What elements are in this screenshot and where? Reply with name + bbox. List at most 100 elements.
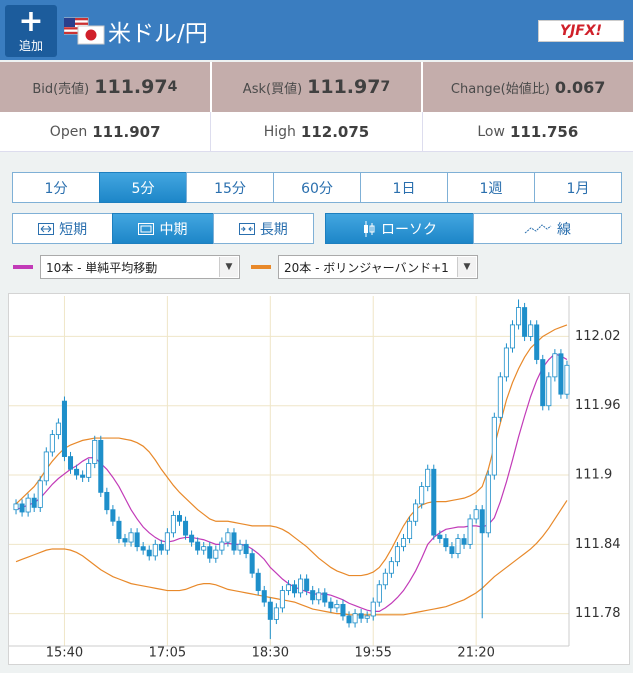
candle-body <box>25 497 31 513</box>
low-cell: Low 111.756 <box>423 112 633 151</box>
sma-select[interactable]: 10本 - 単純平均移動 ▼ <box>40 255 240 279</box>
candle-body <box>128 532 134 543</box>
candle-body <box>394 546 400 563</box>
bid-cell: Bid(売値) 111.97 4 <box>0 62 212 112</box>
candle-body <box>292 584 298 594</box>
style-buttons: ローソク 線 <box>325 213 622 244</box>
candle-body <box>340 604 346 617</box>
x-tick-label: 17:05 <box>149 646 186 661</box>
candle-body <box>122 538 128 543</box>
y-tick-label: 111.96 <box>575 398 621 413</box>
period-label: 短期 <box>59 221 88 238</box>
candle-body <box>503 347 509 378</box>
add-label: 追加 <box>18 39 43 53</box>
candle-body <box>37 480 43 508</box>
change-cell: Change(始値比) 0.067 <box>423 62 633 112</box>
candle-body <box>225 532 231 543</box>
candle-body <box>285 584 291 591</box>
candle-body <box>152 543 158 557</box>
candle-body <box>55 422 61 436</box>
quote-row: Bid(売値) 111.97 4 Ask(買値) 111.97 7 Change(始値比… <box>0 62 633 112</box>
period-button[interactable]: 短期 <box>12 213 114 244</box>
timeframe-button[interactable]: 1日 <box>360 172 448 203</box>
candle-body <box>449 546 455 554</box>
candle-body <box>485 474 491 534</box>
timeframe-button[interactable]: 15分 <box>186 172 274 203</box>
candle-body <box>328 601 334 609</box>
select-arrow: ▼ <box>219 257 238 277</box>
candle-body <box>558 353 564 395</box>
candle-body <box>98 439 104 493</box>
candle-body <box>473 509 479 520</box>
candle-body <box>322 592 328 603</box>
x-tick-label: 21:20 <box>457 646 494 661</box>
add-button[interactable]: + 追加 <box>5 5 57 57</box>
candle-body <box>358 613 364 619</box>
candle-body <box>13 503 19 511</box>
candle-body <box>407 520 413 539</box>
timeframe-button[interactable]: 60分 <box>273 172 361 203</box>
candle-body <box>261 590 267 603</box>
candle-body <box>370 601 376 617</box>
timeframe-button[interactable]: 1週 <box>447 172 535 203</box>
candle-body <box>80 474 86 478</box>
change-label: Change(始値比) <box>450 81 550 97</box>
bollinger-select[interactable]: 20本 - ボリンジャーバンド+1 ▼ <box>278 255 478 279</box>
low-label: Low <box>477 123 505 140</box>
candle-body <box>86 463 92 478</box>
candle-body <box>364 615 370 619</box>
style-button[interactable]: ローソク <box>325 213 474 244</box>
candle-body <box>255 572 261 591</box>
candle-body <box>61 400 67 457</box>
candle-body <box>540 359 546 407</box>
summary-row: Open 111.907 High 112.075 Low 111.756 <box>0 112 633 152</box>
candle-body <box>92 439 98 464</box>
candle-body <box>298 578 304 594</box>
period-label: 中期 <box>159 221 188 238</box>
candle-body <box>437 534 443 539</box>
candle-body <box>461 538 467 545</box>
x-tick-label: 18:30 <box>252 646 289 661</box>
high-label: High <box>263 123 296 140</box>
period-label: 長期 <box>259 221 288 238</box>
low-value: 111.756 <box>509 122 579 141</box>
high-cell: High 112.075 <box>211 112 423 151</box>
candle-body <box>170 515 176 534</box>
candle-body <box>67 456 74 470</box>
style-button[interactable]: 線 <box>473 213 622 244</box>
candle-body <box>273 607 279 620</box>
period-buttons: 短期 中期 長期 <box>12 213 314 244</box>
timeframe-button[interactable]: 1分 <box>12 172 100 203</box>
candle-icon <box>364 220 375 237</box>
period-button[interactable]: 中期 <box>112 213 214 244</box>
mid-icon <box>138 222 155 235</box>
candle-body <box>497 376 503 418</box>
candle-body <box>176 515 183 522</box>
candle-body <box>195 541 201 551</box>
candle-body <box>249 553 255 574</box>
y-tick-label: 111.78 <box>575 606 621 621</box>
candle-body <box>413 503 419 522</box>
candle-body <box>431 468 437 536</box>
period-button[interactable]: 長期 <box>212 213 314 244</box>
candle-body <box>219 541 225 551</box>
candle-body <box>455 538 461 554</box>
timeframe-button[interactable]: 5分 <box>99 172 187 203</box>
style-label: 線 <box>557 221 571 238</box>
candle-body <box>400 538 407 548</box>
candle-body <box>528 324 534 337</box>
candle-body <box>49 434 55 453</box>
candle-body <box>516 307 522 326</box>
style-label: ローソク <box>381 221 437 238</box>
candle-body <box>134 532 140 548</box>
short-icon <box>38 222 55 235</box>
candle-body <box>158 543 164 551</box>
candle-body <box>388 561 394 574</box>
ask-label: Ask(買値) <box>242 81 303 97</box>
bollinger-lower <box>15 500 568 616</box>
candle-body <box>104 491 110 511</box>
timeframe-button[interactable]: 1月 <box>534 172 622 203</box>
candle-body <box>201 546 207 551</box>
bid-pip: 4 <box>167 79 178 95</box>
